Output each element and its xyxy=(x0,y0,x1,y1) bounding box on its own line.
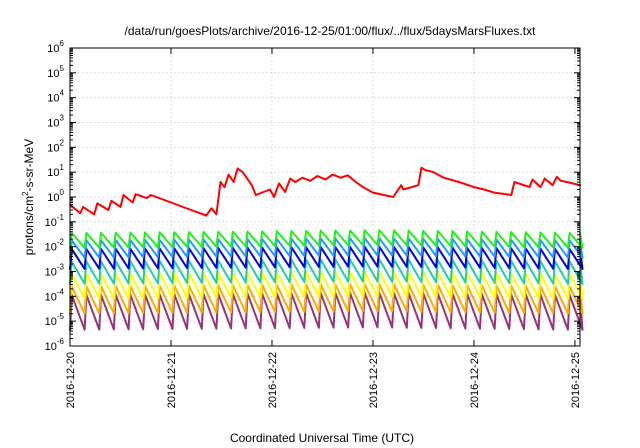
y-tick-label: 10-3 xyxy=(45,263,65,279)
y-tick-label: 102 xyxy=(47,138,64,154)
series-line xyxy=(69,283,584,315)
y-tick-label: 10-1 xyxy=(45,213,65,229)
x-tick-label: 2016-12-22 xyxy=(267,352,279,408)
series-line xyxy=(69,270,584,300)
x-tick-label: 2016-12-23 xyxy=(368,352,380,408)
chart-title: /data/run/goesPlots/archive/2016-12-25/0… xyxy=(125,24,537,38)
series-line xyxy=(69,229,584,249)
x-tick-labels: 2016-12-20 2016-12-21 2016-12-22 2016-12-23… xyxy=(65,352,582,408)
series-layer xyxy=(69,166,584,331)
y-tick-label: 104 xyxy=(47,89,64,105)
series-line xyxy=(69,258,584,285)
y-tick-label: 10-2 xyxy=(45,238,65,254)
x-tick-label: 2016-12-25 xyxy=(570,352,582,408)
x-tick-label: 2016-12-21 xyxy=(166,352,178,408)
series-line xyxy=(69,237,584,259)
ticks xyxy=(69,47,580,347)
y-axis-label: protons/cm2-s-sr-MeV xyxy=(21,139,36,255)
y-tick-label: 103 xyxy=(47,114,64,130)
series-line xyxy=(69,291,584,331)
y-tick-label: 105 xyxy=(47,64,64,80)
y-tick-label: 100 xyxy=(47,188,64,204)
y-tick-label: 10-5 xyxy=(45,312,65,328)
x-tick-label: 2016-12-24 xyxy=(469,352,481,408)
y-tick-labels: 10-6 10-5 10-4 10-3 10-2 10-1 100 101 102 103 104 1… xyxy=(45,39,65,353)
series-line xyxy=(69,166,581,217)
y-tick-label: 10-6 xyxy=(45,337,65,353)
y-tick-label: 101 xyxy=(47,163,64,179)
series-line xyxy=(69,245,584,270)
y-tick-label: 10-4 xyxy=(45,287,65,303)
x-tick-label: 2016-12-20 xyxy=(65,352,77,408)
x-axis-label: Coordinated Universal Time (UTC) xyxy=(230,431,414,445)
y-tick-label: 106 xyxy=(47,39,64,55)
